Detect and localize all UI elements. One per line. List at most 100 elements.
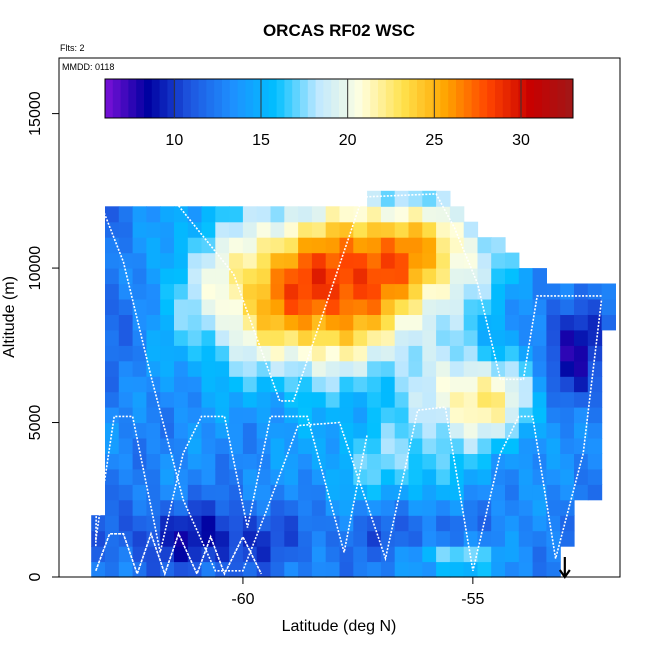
heatmap-cell — [518, 515, 534, 532]
heatmap-cell — [491, 422, 506, 439]
heatmap-cell — [284, 283, 299, 300]
heatmap-cell — [353, 407, 368, 424]
heatmap-cell — [187, 252, 203, 269]
heatmap-cell — [325, 546, 341, 563]
heatmap-cell — [174, 329, 189, 346]
heatmap-cell — [118, 407, 134, 424]
heatmap-cell — [229, 438, 244, 454]
heatmap-cell — [518, 268, 534, 285]
heatmap-cell — [242, 345, 258, 362]
heatmap-cell — [298, 515, 313, 532]
colorbar-segment — [315, 79, 324, 118]
heatmap-cell — [394, 407, 410, 424]
heatmap-cell — [380, 515, 396, 532]
heatmap-cell — [505, 252, 520, 269]
heatmap-cell — [229, 561, 244, 578]
heatmap-cell — [339, 345, 354, 362]
heatmap-cell — [160, 391, 175, 408]
heatmap-cell — [518, 407, 534, 424]
heatmap-cell — [256, 407, 272, 424]
heatmap-cell — [574, 329, 589, 346]
heatmap-cell — [353, 252, 368, 269]
heatmap-cell — [118, 345, 134, 362]
colorbar-segment — [448, 79, 457, 118]
heatmap-cell — [201, 329, 216, 346]
heatmap-cell — [118, 329, 134, 346]
heatmap-cell — [284, 268, 299, 285]
heatmap-cell — [380, 422, 396, 439]
heatmap-cell — [436, 546, 451, 563]
heatmap-cell — [118, 314, 134, 331]
heatmap-cell — [229, 484, 244, 501]
heatmap-cell — [518, 329, 534, 346]
heatmap-cell — [132, 561, 147, 578]
heatmap-cell — [270, 407, 285, 424]
heatmap-cell — [160, 561, 175, 578]
heatmap-cell — [463, 438, 479, 454]
heatmap-cell — [408, 314, 423, 331]
heatmap-cell — [422, 268, 437, 285]
colorbar-segment — [362, 79, 371, 118]
heatmap-cell — [215, 484, 230, 501]
heatmap-cell — [298, 468, 313, 485]
heatmap-cell — [146, 314, 161, 331]
heatmap-cell — [367, 206, 382, 223]
heatmap-cell — [229, 391, 244, 408]
heatmap-cell — [270, 438, 285, 454]
heatmap-cell — [105, 314, 120, 331]
heatmap-cell — [436, 438, 451, 454]
heatmap-cell — [229, 546, 244, 563]
heatmap-cell — [422, 515, 437, 532]
heatmap-cell — [339, 299, 354, 315]
heatmap-cell — [463, 268, 479, 285]
heatmap-cell — [187, 360, 203, 377]
heatmap-cell — [311, 345, 327, 362]
heatmap-cell — [91, 561, 106, 578]
heatmap-cell — [477, 252, 492, 269]
heatmap-cell — [256, 237, 272, 254]
heatmap-cell — [298, 422, 313, 439]
heatmap-cell — [311, 391, 327, 408]
heatmap-cell — [560, 453, 575, 470]
colorbar-segment — [136, 79, 145, 118]
heatmap-cell — [174, 345, 189, 362]
heatmap-cell — [477, 530, 492, 547]
heatmap-cell — [587, 391, 603, 408]
heatmap-cell — [325, 391, 341, 408]
heatmap-cell — [587, 329, 603, 346]
heatmap-cell — [601, 314, 616, 331]
heatmap-cell — [325, 268, 341, 285]
heatmap-cell — [436, 206, 451, 223]
heatmap-cell — [146, 268, 161, 285]
heatmap-cell — [477, 468, 492, 485]
heatmap-cell — [408, 561, 423, 578]
heatmap-cell — [339, 206, 354, 223]
heatmap-cell — [408, 546, 423, 563]
heatmap-cell — [146, 438, 161, 454]
heatmap-cell — [477, 299, 492, 315]
heatmap-cell — [311, 453, 327, 470]
heatmap-cell — [256, 530, 272, 547]
heatmap-cell — [160, 283, 175, 300]
heatmap-cell — [518, 546, 534, 563]
heatmap-cell — [394, 268, 410, 285]
colorbar-segment — [346, 79, 356, 118]
heatmap-cell — [394, 422, 410, 439]
heatmap-cell — [325, 206, 341, 223]
heatmap-cell — [187, 422, 203, 439]
heatmap-cell — [449, 376, 465, 393]
heatmap-cell — [587, 314, 603, 331]
heatmap-cell — [505, 407, 520, 424]
colorbar-segment — [253, 79, 262, 118]
heatmap-cell — [311, 268, 327, 285]
heatmap-cell — [436, 190, 451, 207]
heatmap-cell — [91, 530, 106, 547]
heatmap-cell — [546, 376, 561, 393]
colorbar-segment — [284, 79, 293, 118]
heatmap-cell — [325, 299, 341, 315]
colorbar-segment — [198, 79, 207, 118]
heatmap-cell — [339, 407, 354, 424]
heatmap-cell — [353, 546, 368, 563]
heatmap-cell — [118, 499, 134, 516]
position-arrow — [558, 557, 571, 579]
